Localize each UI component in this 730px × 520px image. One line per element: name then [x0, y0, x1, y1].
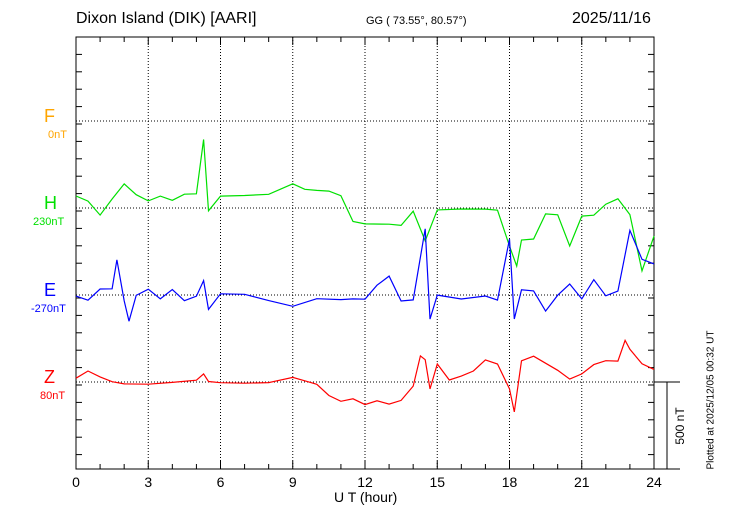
baseline-Z: 80nT	[40, 390, 66, 402]
x-tick-label: 18	[502, 474, 518, 490]
label-F: F	[44, 106, 55, 126]
plotted-timestamp: Plotted at 2025/12/05 00:32 UT	[705, 330, 717, 470]
label-Z: Z	[44, 367, 55, 387]
x-tick-label: 3	[144, 474, 152, 490]
series-H-line	[75, 139, 655, 274]
baseline-H: 230nT	[33, 216, 65, 228]
coordinates: GG ( 73.55°, 80.57°)	[366, 15, 467, 27]
x-tick-label: 21	[574, 474, 590, 490]
x-tick-label: 6	[217, 474, 225, 490]
label-E: E	[44, 280, 57, 300]
x-tick-label: 0	[72, 474, 80, 490]
x-axis-label: U T (hour)	[334, 489, 398, 505]
series-Z-line	[75, 338, 655, 413]
scale-bar-label: 500 nT	[673, 407, 687, 445]
x-tick-label: 15	[429, 474, 445, 490]
label-H: H	[44, 193, 57, 213]
series-E-line	[75, 228, 655, 322]
station-title: Dixon Island (DIK) [AARI]	[76, 10, 257, 27]
x-tick-label: 12	[357, 474, 373, 490]
x-tick-label: 24	[646, 474, 662, 490]
x-tick-label: 9	[289, 474, 297, 490]
date: 2025/11/16	[572, 10, 651, 27]
baseline-F: 0nT	[48, 129, 67, 141]
baseline-E: -270nT	[31, 303, 66, 315]
